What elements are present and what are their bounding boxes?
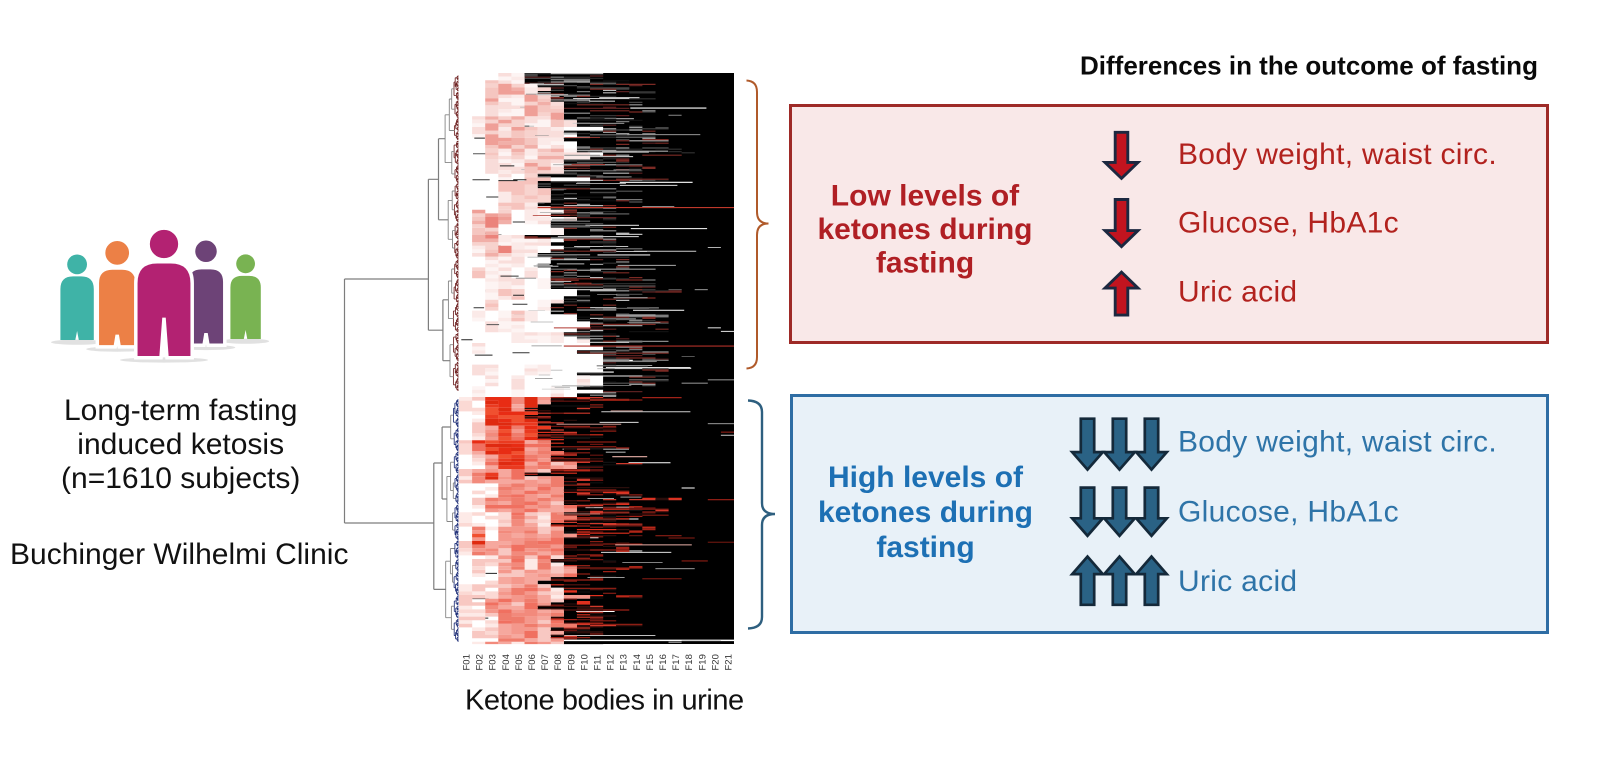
svg-text:F17: F17	[671, 654, 682, 670]
svg-text:F06: F06	[527, 654, 538, 670]
svg-text:High levels of: High levels of	[828, 461, 1024, 494]
svg-text:Differences in the outcome of: Differences in the outcome of fasting	[1080, 51, 1538, 81]
svg-text:F09: F09	[566, 654, 577, 670]
svg-text:fasting: fasting	[876, 247, 974, 280]
svg-text:Uric acid: Uric acid	[1178, 276, 1297, 309]
svg-text:F21: F21	[724, 654, 735, 670]
svg-text:F04: F04	[501, 654, 512, 670]
svg-text:fasting: fasting	[876, 531, 974, 564]
svg-text:F13: F13	[619, 654, 630, 670]
svg-text:F12: F12	[606, 654, 617, 670]
svg-text:F14: F14	[632, 654, 643, 670]
svg-text:ketones during: ketones during	[817, 213, 1032, 246]
svg-text:F02: F02	[475, 654, 486, 670]
svg-text:F16: F16	[658, 654, 669, 670]
svg-text:F15: F15	[645, 654, 656, 670]
svg-text:Uric acid: Uric acid	[1178, 565, 1297, 598]
svg-text:Buchinger Wilhelmi Clinic: Buchinger Wilhelmi Clinic	[10, 538, 348, 571]
svg-text:F18: F18	[684, 654, 695, 670]
svg-text:Low levels of: Low levels of	[831, 179, 1020, 212]
svg-text:F07: F07	[540, 654, 551, 670]
svg-text:F11: F11	[593, 655, 604, 671]
svg-text:F19: F19	[697, 654, 708, 670]
svg-text:F01: F01	[462, 654, 473, 670]
svg-text:Long-term fasting: Long-term fasting	[64, 394, 297, 427]
svg-text:Glucose, HbA1c: Glucose, HbA1c	[1178, 496, 1399, 529]
svg-text:(n=1610 subjects): (n=1610 subjects)	[61, 462, 300, 495]
svg-text:Body weight, waist circ.: Body weight, waist circ.	[1178, 426, 1497, 459]
svg-text:Body weight, waist circ.: Body weight, waist circ.	[1178, 138, 1497, 171]
svg-text:F08: F08	[553, 654, 564, 670]
svg-text:F03: F03	[488, 654, 499, 670]
svg-text:F20: F20	[710, 654, 721, 670]
svg-text:F10: F10	[579, 654, 590, 670]
svg-text:induced ketosis: induced ketosis	[77, 428, 284, 461]
svg-text:Glucose, HbA1c: Glucose, HbA1c	[1178, 207, 1399, 240]
svg-text:F05: F05	[514, 654, 525, 670]
svg-text:Ketone bodies in urine: Ketone bodies in urine	[465, 685, 744, 717]
svg-text:ketones during: ketones during	[818, 496, 1033, 529]
